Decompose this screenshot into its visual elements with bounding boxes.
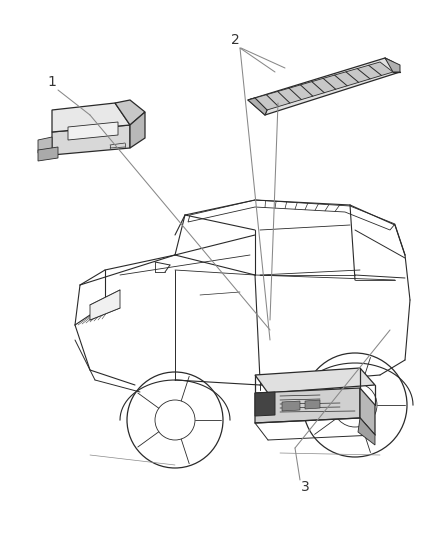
- Polygon shape: [255, 368, 375, 393]
- Polygon shape: [90, 290, 120, 320]
- Polygon shape: [360, 388, 375, 435]
- Polygon shape: [52, 125, 130, 155]
- Polygon shape: [282, 401, 300, 411]
- Polygon shape: [130, 112, 145, 148]
- Polygon shape: [385, 58, 400, 72]
- Polygon shape: [358, 418, 375, 445]
- Text: 1: 1: [48, 75, 57, 89]
- Polygon shape: [255, 392, 275, 416]
- Polygon shape: [38, 147, 58, 161]
- Polygon shape: [38, 137, 52, 153]
- Polygon shape: [52, 103, 130, 132]
- Polygon shape: [248, 58, 400, 115]
- Polygon shape: [68, 122, 118, 140]
- Polygon shape: [255, 62, 393, 110]
- Text: 2: 2: [231, 33, 240, 47]
- Polygon shape: [248, 98, 267, 115]
- Polygon shape: [255, 388, 360, 423]
- Polygon shape: [115, 100, 145, 125]
- Text: 3: 3: [300, 480, 309, 494]
- Polygon shape: [305, 400, 320, 409]
